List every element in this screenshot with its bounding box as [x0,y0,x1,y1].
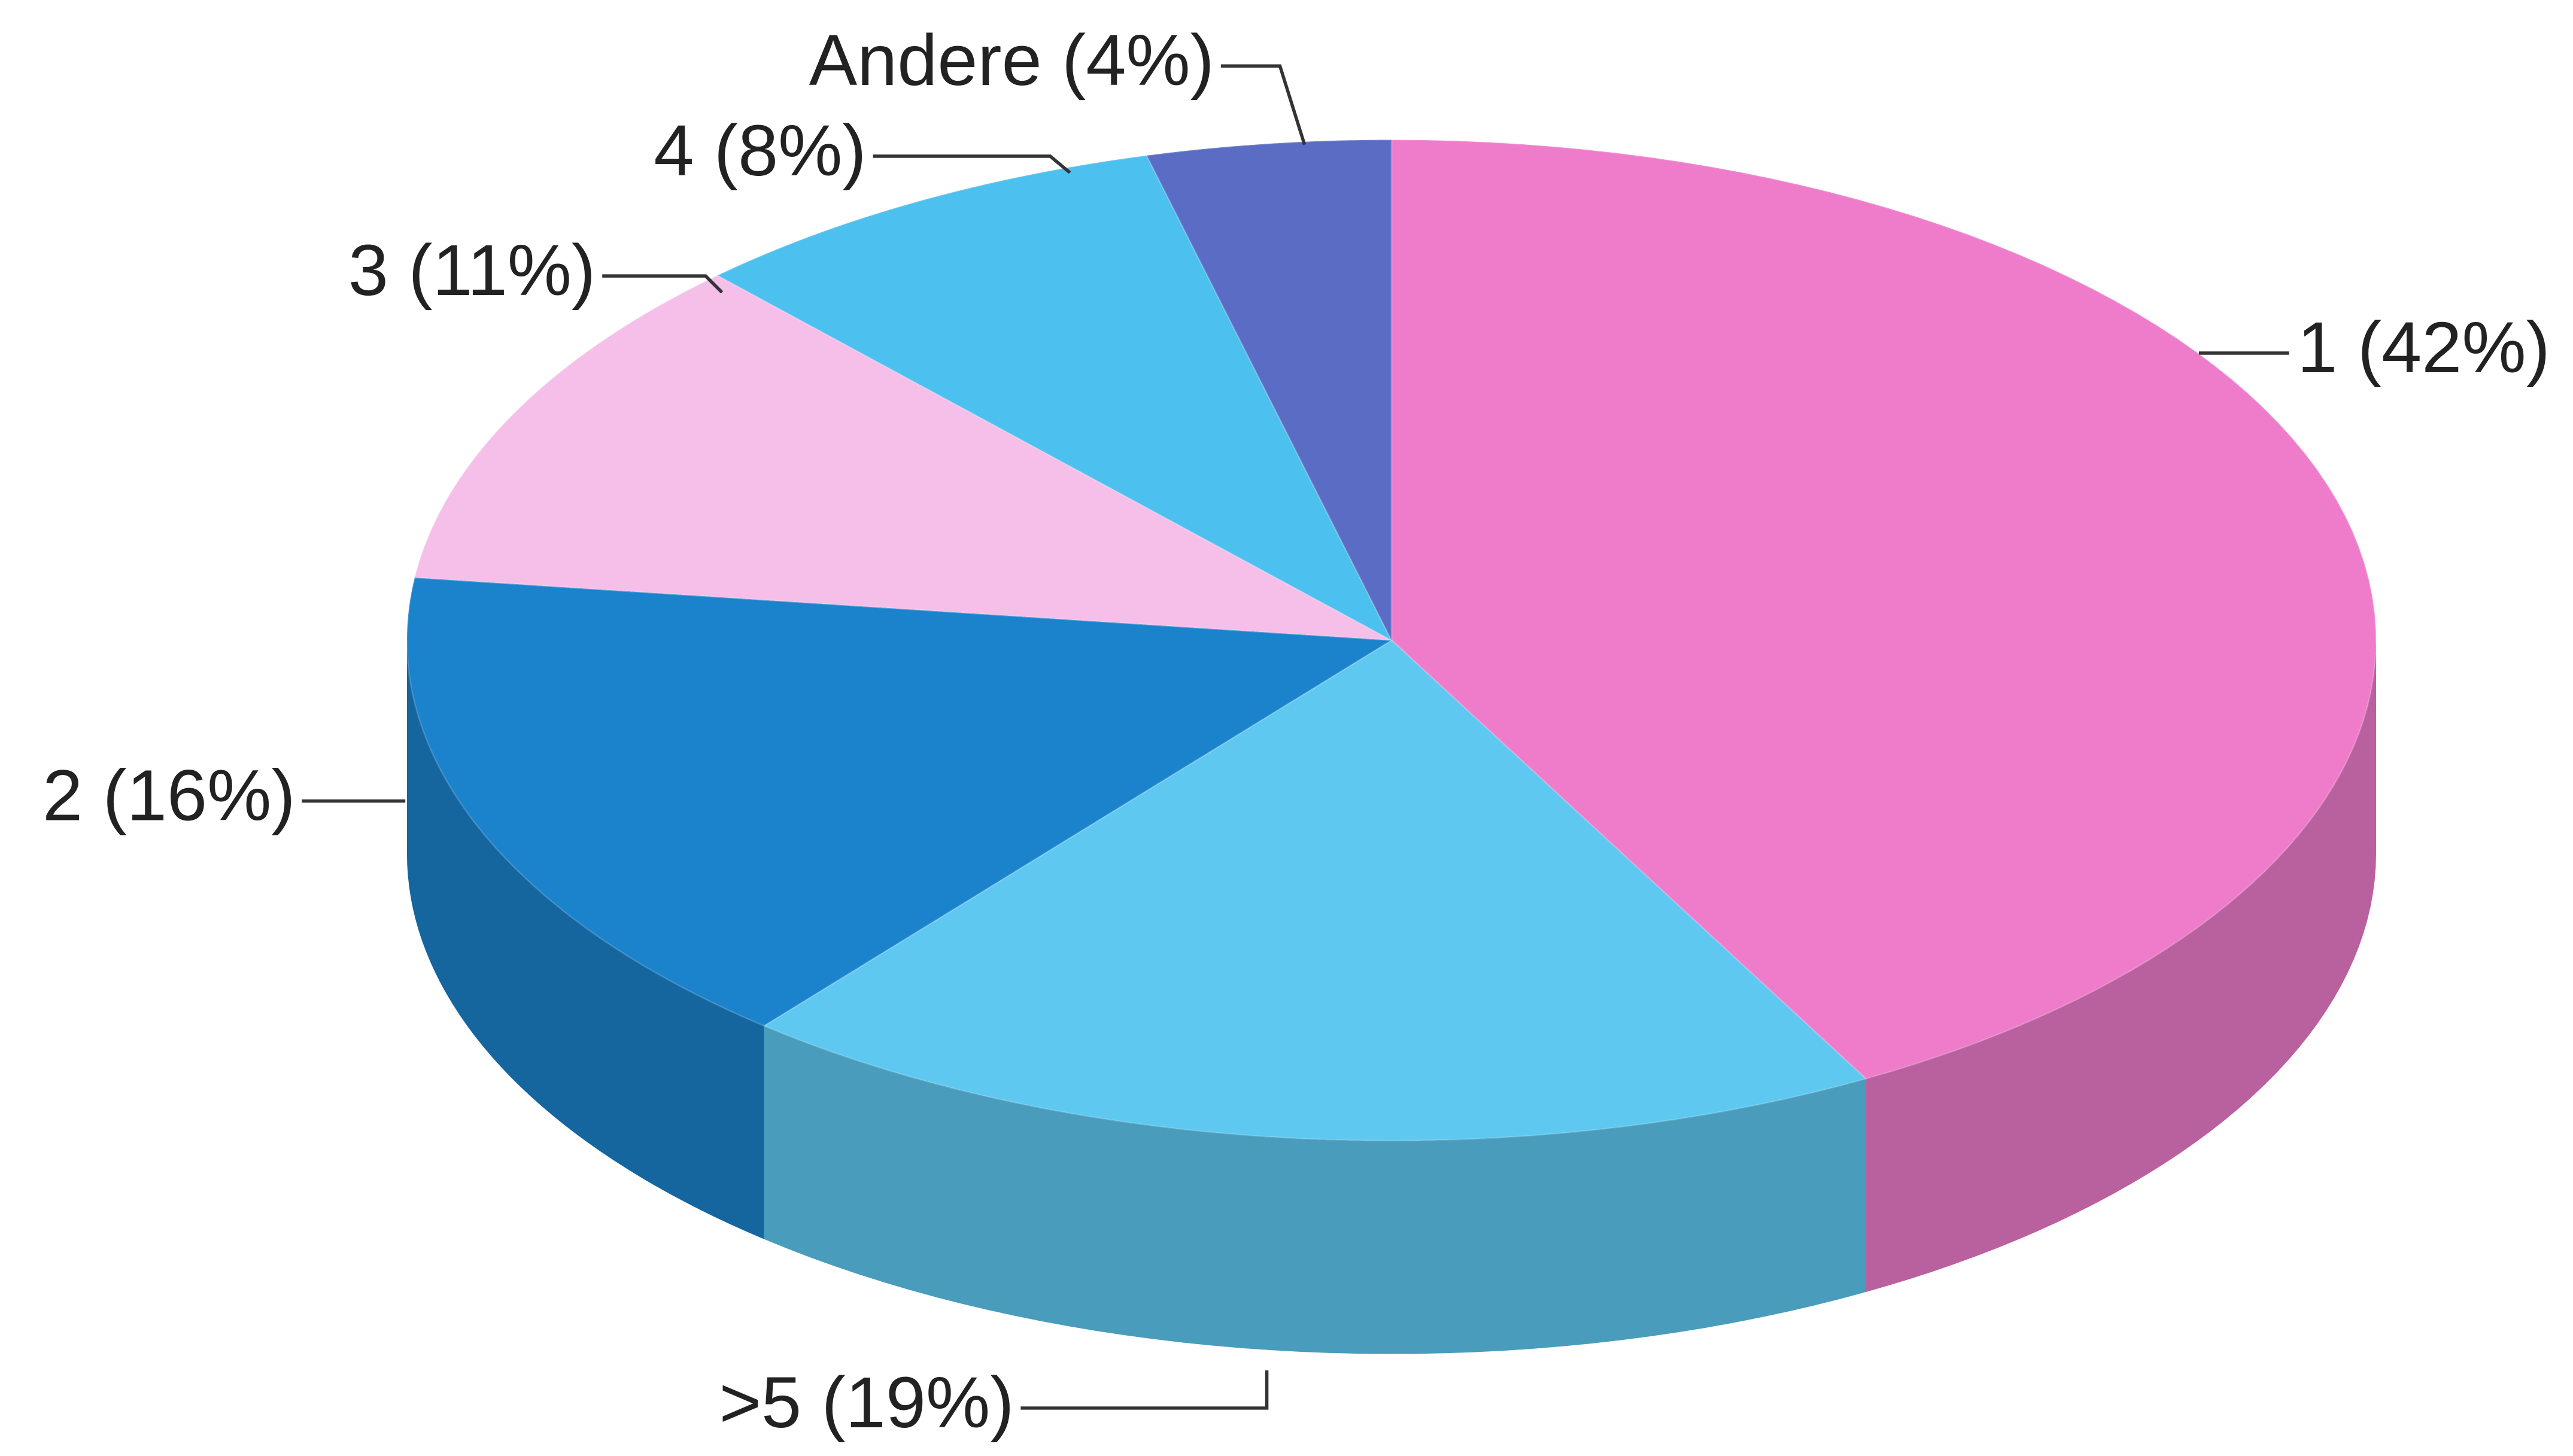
leader-line [602,274,724,294]
leader-line [1220,64,1307,145]
slice-side [1866,640,2376,1293]
slice-label: Andere (4%) [809,20,1214,101]
slice [414,274,1392,642]
slice-label: 4 (8%) [654,110,866,191]
labels: 1 (42%) >5 (19%) 2 (16%) 3 (11%) 4 (8%) … [42,20,2550,1443]
pie [406,139,2377,1354]
slice [406,576,1395,1027]
slice-side-shade [406,640,764,1239]
slice-side [764,1026,1866,1354]
slice-label: 3 (11%) [348,230,596,311]
slice [1145,139,1393,641]
leader-line [873,154,1071,174]
slice [762,639,1868,1142]
slice-label: >5 (19%) [719,1362,1014,1443]
slice [1390,139,2377,1080]
leader-line [1020,1370,1269,1410]
slice [715,154,1394,643]
slice-label: 2 (16%) [42,755,295,835]
slice-side-shade [764,1026,1866,1354]
slice-side-shade [1866,640,2376,1293]
slice-label: 1 (42%) [2297,307,2550,388]
slice-side [406,640,764,1239]
leader-lines [302,64,2289,1410]
